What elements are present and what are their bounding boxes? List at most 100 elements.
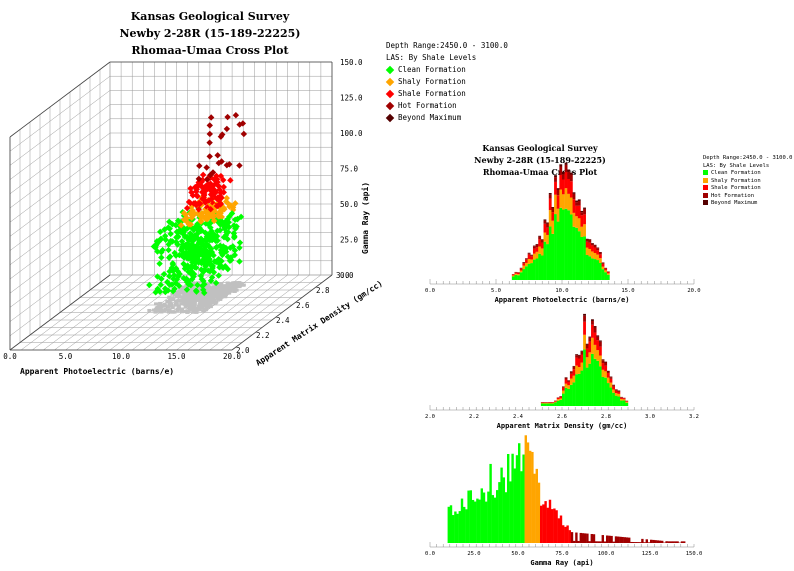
histogram-bar — [562, 525, 565, 543]
data-point — [192, 188, 200, 195]
gridline — [9, 175, 111, 251]
data-point — [162, 236, 169, 243]
data-point — [216, 227, 224, 234]
histogram-bar — [596, 360, 600, 406]
histogram-bar — [500, 467, 503, 543]
histogram-bar — [588, 248, 592, 257]
histogram-bar — [567, 380, 571, 381]
data-point — [157, 281, 164, 289]
histogram-bar — [557, 518, 560, 543]
histogram-bar — [514, 272, 518, 274]
histogram-bar — [593, 259, 597, 280]
histogram-bar — [596, 254, 600, 261]
histogram-bar — [540, 239, 544, 241]
histogram-bar — [598, 366, 602, 406]
data-point — [167, 238, 175, 245]
histogram-bar — [572, 193, 576, 200]
histogram-bar — [458, 511, 461, 543]
data-point — [202, 213, 210, 220]
histogram-bar — [585, 343, 589, 345]
y-tick-label: 2.8 — [316, 286, 330, 295]
data-point — [212, 279, 220, 287]
histogram-bar — [585, 344, 589, 349]
projection-point — [190, 291, 195, 295]
data-point — [202, 198, 210, 205]
histogram-bar — [583, 315, 586, 322]
histogram-bar — [554, 400, 557, 402]
histogram-bar — [588, 239, 592, 240]
histogram-bar — [598, 258, 602, 264]
legend-label: Shaly Formation — [711, 177, 761, 184]
legend-item: Shale Formation — [385, 88, 508, 100]
histogram-bar — [559, 399, 563, 406]
data-point — [199, 195, 206, 202]
projection-point — [205, 291, 210, 295]
projection-point — [154, 306, 159, 310]
projection-point — [158, 307, 163, 311]
histogram-bar — [599, 541, 602, 543]
histogram-bar — [543, 219, 547, 221]
x-tick-label: 5.0 — [491, 288, 501, 294]
x-tick-label: 0.0 — [3, 352, 17, 361]
histogram-bar — [567, 388, 571, 406]
histogram-bar — [580, 236, 584, 280]
data-point — [230, 230, 238, 237]
data-point — [227, 177, 234, 184]
histogram-bar — [601, 262, 605, 264]
x-tick-label: 10.0 — [555, 288, 568, 294]
histogram-bar — [554, 401, 557, 403]
histogram-bar — [572, 366, 576, 370]
projection-point — [224, 289, 229, 293]
histogram-bar — [628, 537, 631, 543]
histogram-bar — [588, 336, 592, 338]
histogram-bar — [562, 386, 565, 388]
legend-label: Hot Formation — [711, 192, 755, 199]
histogram-bar — [652, 539, 655, 543]
data-point — [219, 203, 226, 210]
histogram-bar — [575, 365, 579, 375]
data-point — [165, 254, 173, 261]
data-point — [156, 260, 163, 267]
projection-point — [204, 295, 209, 299]
histogram-bar — [530, 255, 534, 257]
histogram-bar — [493, 497, 497, 543]
x-tick-label: 0.0 — [425, 551, 435, 557]
histogram-bar — [564, 526, 567, 543]
cross-plot-legend: Depth Range:2450.0 - 3100.0 LAS: By Shal… — [385, 40, 508, 124]
histogram-bar — [577, 373, 581, 406]
data-points-group — [146, 111, 248, 297]
histogram-bar — [524, 435, 527, 543]
histogram-bar — [608, 535, 611, 543]
data-point — [161, 226, 168, 233]
projection-point — [192, 302, 197, 306]
histogram-bar — [504, 492, 508, 543]
projection-point — [209, 299, 214, 303]
histogram-bar — [556, 399, 560, 401]
histogram-bar — [467, 490, 470, 543]
data-point — [208, 227, 215, 235]
histogram-bar — [567, 171, 571, 179]
histogram-bar — [645, 539, 648, 543]
data-point — [208, 212, 216, 219]
legend-label: Beyond Maximum — [398, 113, 462, 122]
z-tick-label: 75.0 — [340, 165, 359, 174]
histogram-bar — [559, 397, 563, 399]
histogram-bar — [543, 403, 547, 406]
histogram-bar — [634, 542, 637, 543]
histogram-bar — [569, 373, 573, 379]
projection-point — [191, 310, 196, 314]
histogram-bar — [567, 381, 571, 386]
legend-label: Hot Formation — [398, 101, 457, 110]
projection-point — [211, 291, 216, 295]
projection-point — [227, 286, 232, 290]
histogram-bar — [487, 491, 490, 543]
data-point — [206, 268, 214, 275]
histogram-bar — [525, 266, 528, 280]
histogram-bar — [601, 266, 605, 270]
projection-point — [210, 281, 215, 285]
data-point — [195, 181, 203, 189]
histogram-bar — [548, 403, 552, 406]
gridline — [9, 161, 111, 237]
histogram-bar — [564, 164, 568, 173]
histogram-bar — [527, 254, 531, 259]
